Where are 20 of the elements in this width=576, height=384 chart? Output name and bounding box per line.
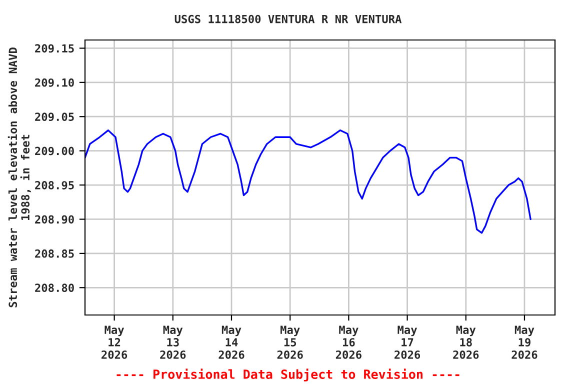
- text: ---- Provisional Data Subject to Revision ----: [116, 368, 460, 382]
- y-tick-label: 208.90: [35, 215, 74, 224]
- chart-title: USGS 11118500 VENTURA R NR VENTURA: [174, 14, 402, 24]
- y-tick-label: 208.95: [35, 181, 74, 190]
- y-tick-label: 208.80: [35, 284, 74, 292]
- line-series: [85, 129, 532, 234]
- x-tick-label: May 13 2026: [160, 326, 186, 359]
- y-axis-title: Stream water level elevation above NAVD 1988, in feet: [8, 48, 31, 308]
- y-tick-label: 209.10: [35, 78, 74, 87]
- x-tick-label: May 18 2026: [453, 326, 479, 359]
- y-tick-label: 209.15: [35, 44, 74, 53]
- y-tick-label: 208.85: [35, 249, 74, 258]
- x-tick-label: May 15 2026: [277, 326, 303, 359]
- y-tick-label: 209.00: [35, 146, 74, 156]
- x-tick-label: May 12 2026: [102, 326, 128, 359]
- x-tick-label: May 17 2026: [394, 326, 420, 359]
- x-tick-label: May 19 2026: [512, 326, 538, 359]
- y-tick-label: 209.05: [35, 112, 74, 122]
- x-tick-label: May 14 2026: [218, 326, 244, 359]
- x-tick-label: May 16 2026: [336, 326, 362, 359]
